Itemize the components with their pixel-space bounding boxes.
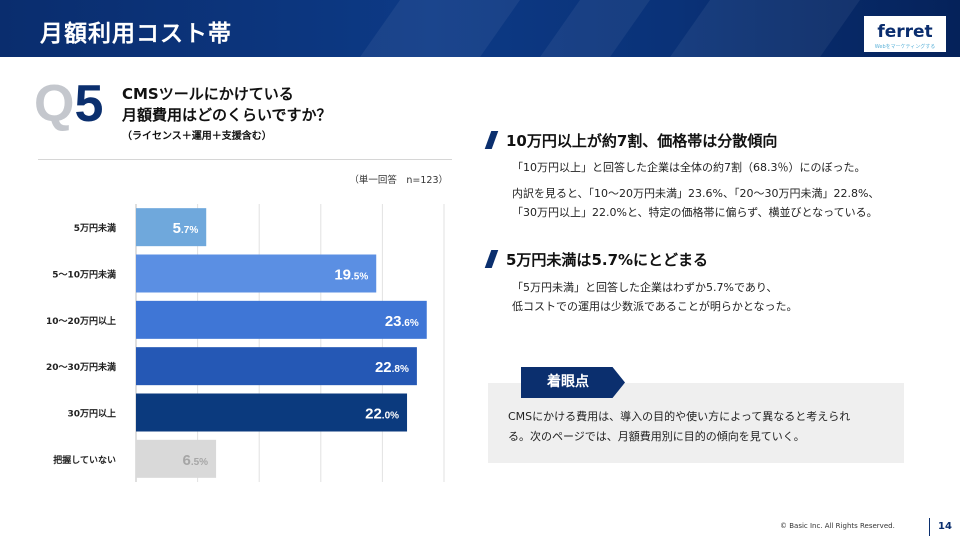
section-1-paragraph-3: 「30万円以上」22.0%と、特定の価格帯に偏らず、横並びとなっている。: [512, 206, 878, 219]
question-subtext: （ライセンス＋運用＋支援含む）: [122, 131, 272, 142]
section-1-heading-text: 10万円以上が約7割、価格帯は分散傾向: [506, 132, 778, 150]
logo-tagline: Webをマーケティングする: [874, 44, 936, 50]
section-2-paragraph-2: 低コストでの運用は少数派であることが明らかとなった。: [512, 300, 798, 313]
value-label: 19.5%: [334, 267, 368, 284]
section-2-heading-text: 5万円未満は5.7%にとどまる: [506, 251, 709, 269]
section-1-paragraph-1: 「10万円以上」と回答した企業は全体の約7割（68.3％）にのぼった。: [512, 161, 866, 174]
category-label: 20〜30万円未満: [46, 361, 116, 373]
page-divider: [929, 518, 930, 536]
bar: [136, 300, 427, 339]
header-decoration: [670, 0, 860, 57]
page-title: 月額利用コスト帯: [40, 21, 232, 47]
category-label: 10〜20万円以上: [46, 315, 116, 327]
section-2-paragraph-1: 「5万円未満」と回答した企業はわずか5.7%であり、: [512, 281, 778, 294]
question-number: Q5: [34, 74, 103, 134]
section-2-body: 「5万円未満」と回答した企業はわずか5.7%であり、 低コストでの運用は少数派で…: [512, 278, 942, 316]
header-decoration: [360, 0, 520, 57]
question-digit: 5: [74, 75, 104, 133]
section-1-paragraph-2: 内訳を見ると、「10〜20万円未満」23.6%、「20〜30万円未満」22.8%…: [512, 187, 880, 200]
page-number: 14: [938, 521, 952, 532]
bar: [136, 254, 377, 293]
category-label: 5万円未満: [74, 222, 116, 234]
header-decoration: [540, 0, 650, 57]
section-2-heading: 5万円未満は5.7%にとどまる: [484, 249, 709, 270]
header-bar: 月額利用コスト帯 ferret Webをマーケティングする: [0, 0, 960, 57]
value-label: 22.0%: [365, 406, 399, 423]
question-text: CMSツールにかけている 月額費用はどのくらいですか？: [122, 84, 332, 126]
copyright: © Basic Inc. All Rights Reserved.: [780, 522, 895, 530]
value-label: 6.5%: [183, 452, 209, 469]
bar: [136, 208, 207, 247]
category-label: 30万円以上: [67, 408, 116, 420]
bar-chart: 5万円未満 5.7% 5〜10万円未満 19.5% 10〜20万円以上 23.6% 20〜3…: [46, 204, 445, 482]
value-label: 5.7%: [173, 220, 199, 237]
category-label: 5〜10万円未満: [52, 269, 116, 281]
category-label: 把握していない: [53, 454, 116, 466]
question-letter: Q: [34, 75, 75, 133]
insight-line-2: る。次のページでは、月額費用別に目的の傾向を見ていく。: [508, 430, 805, 443]
section-1-body: 「10万円以上」と回答した企業は全体の約7割（68.3％）にのぼった。 内訳を見…: [512, 158, 942, 222]
question-line-1: CMSツールにかけている: [122, 85, 294, 103]
ferret-logo[interactable]: ferret Webをマーケティングする: [864, 16, 946, 52]
value-label: 22.8%: [375, 359, 409, 376]
insight-text: CMSにかける費用は、導入の目的や使い方によって異なると考えられ る。次のページ…: [508, 407, 892, 447]
slash-icon: [484, 250, 499, 268]
slash-icon: [484, 131, 499, 149]
chart-sample-note: （単一回答 n=123）: [349, 175, 448, 186]
bar: [136, 439, 217, 478]
value-label: 23.6%: [385, 313, 419, 330]
insight-tag: 着眼点: [521, 367, 625, 398]
logo-word: ferret: [877, 22, 933, 42]
bar: [136, 347, 417, 386]
bar: [136, 393, 408, 432]
question-divider: [38, 159, 452, 160]
insight-line-1: CMSにかける費用は、導入の目的や使い方によって異なると考えられ: [508, 410, 851, 423]
question-line-2: 月額費用はどのくらいですか？: [122, 106, 332, 124]
section-1-heading: 10万円以上が約7割、価格帯は分散傾向: [484, 130, 778, 151]
